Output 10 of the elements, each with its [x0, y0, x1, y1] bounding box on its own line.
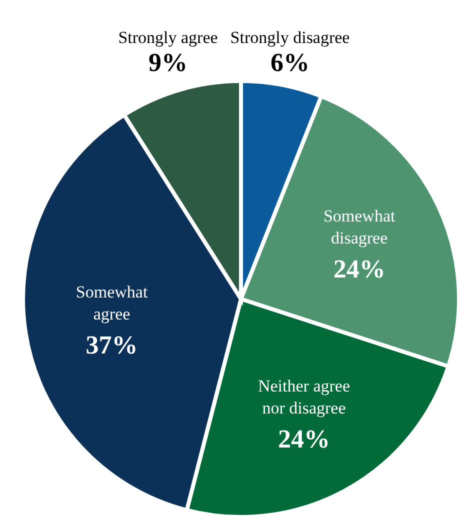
slice-label: Strongly disagree — [230, 28, 350, 47]
slice-label: Neither agree nor disagree — [258, 376, 350, 418]
data-label: 6% — [270, 48, 310, 77]
slice-label: Strongly agree — [118, 28, 218, 47]
data-label: 24% — [278, 424, 330, 454]
data-label: 9% — [148, 48, 188, 77]
slice-label: Somewhat agree — [76, 282, 148, 324]
data-label: 24% — [333, 254, 386, 284]
slice-label: Somewhat disagree — [323, 206, 396, 248]
data-label: 37% — [86, 330, 138, 360]
